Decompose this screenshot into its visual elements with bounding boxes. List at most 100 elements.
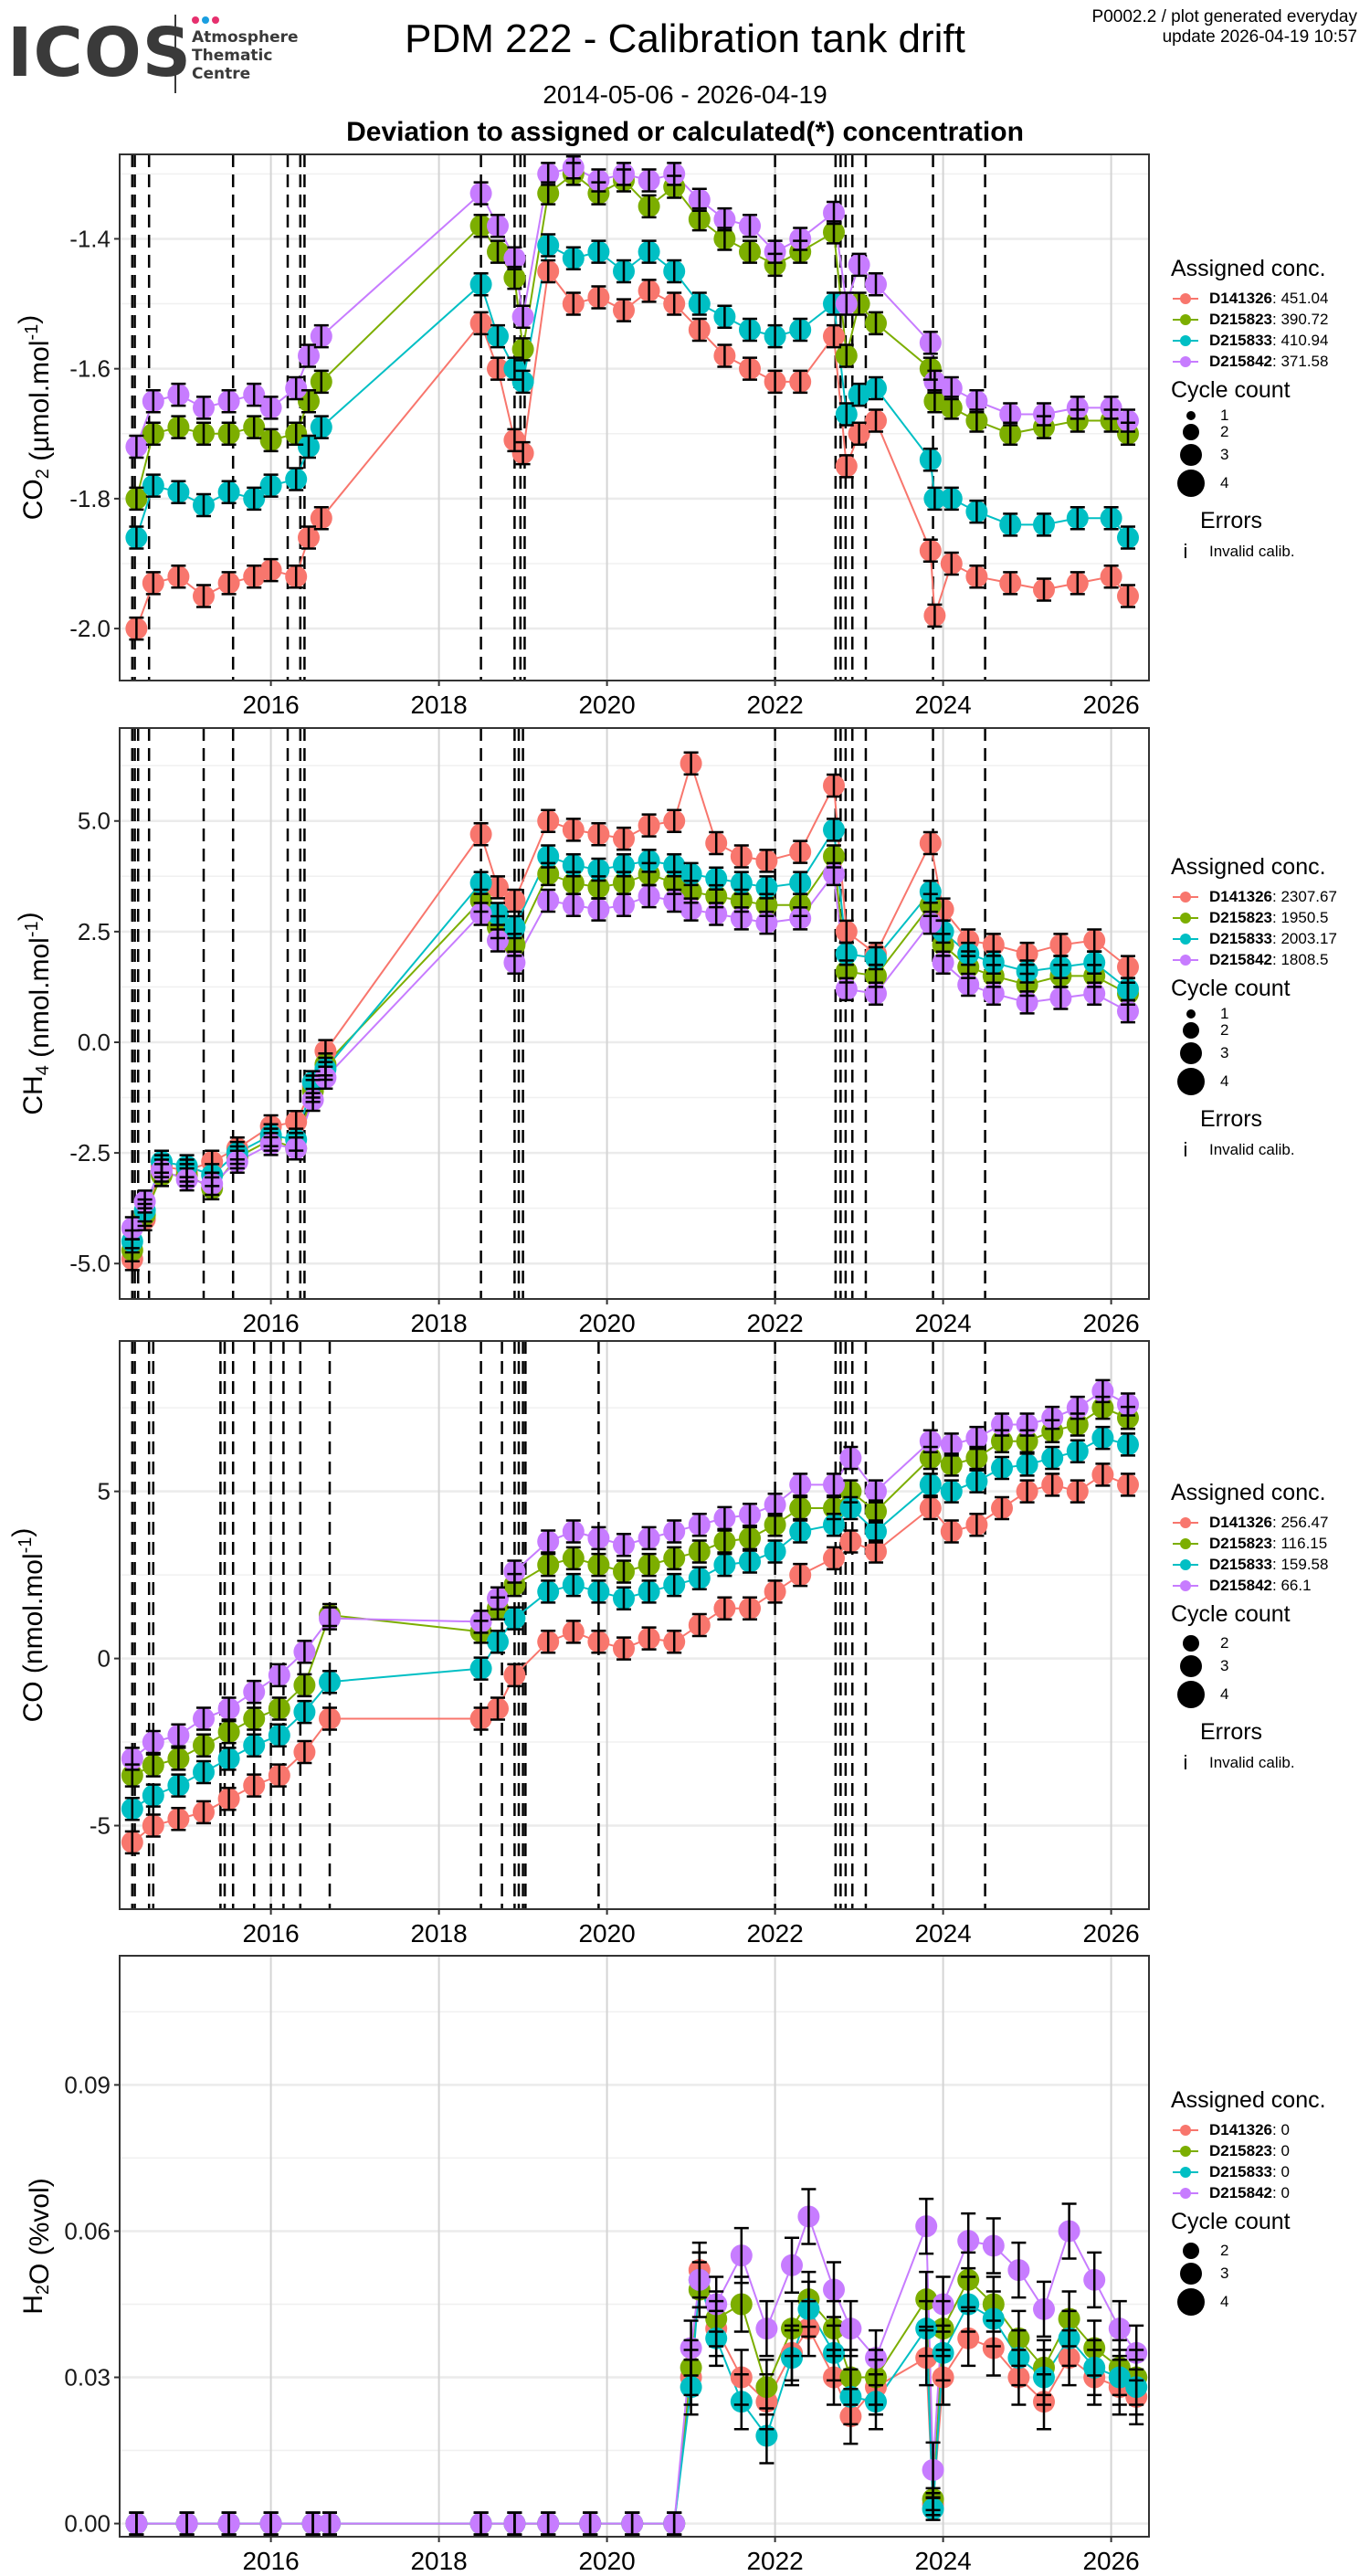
legend-item: D141326: 451.04 bbox=[1171, 288, 1367, 309]
error-bar bbox=[919, 2299, 934, 2358]
error-bar bbox=[565, 1546, 581, 1571]
y-tick-label: 0.09 bbox=[64, 2071, 111, 2098]
error-bar bbox=[263, 428, 279, 453]
date-range: 2014-05-06 - 2026-04-19 bbox=[543, 80, 827, 109]
error-bar bbox=[683, 2319, 699, 2377]
error-bar bbox=[667, 852, 682, 878]
error-bar bbox=[247, 382, 262, 407]
error-bar bbox=[1037, 402, 1051, 427]
error-bar bbox=[767, 323, 783, 349]
y-axis-label-part: (nmol.mol bbox=[25, 937, 55, 1065]
error-bar bbox=[985, 2217, 1001, 2275]
cycle-count-item: 3 bbox=[1171, 1653, 1367, 1679]
error-bar bbox=[271, 1663, 287, 1688]
cycle-size-icon bbox=[1171, 2243, 1211, 2259]
legend-key-icon bbox=[1171, 951, 1200, 969]
y-axis-label-part: CO bbox=[18, 479, 48, 520]
error-bar bbox=[196, 421, 211, 447]
error-bar bbox=[641, 1579, 657, 1604]
error-bar bbox=[1103, 396, 1119, 420]
panel-co: -5 0 5 2016 2018 2020 2022 2024 2026 CO (nmol.mol… bbox=[7, 1340, 1150, 1948]
y-axis-label-part: CH bbox=[18, 1075, 48, 1114]
y-tick-label: -1.4 bbox=[69, 225, 111, 252]
error-bar bbox=[196, 396, 211, 420]
error-bar bbox=[1095, 1462, 1111, 1487]
error-bar bbox=[616, 162, 631, 186]
error-bar bbox=[171, 1806, 186, 1832]
cycle-count-label: 2 bbox=[1220, 423, 1229, 440]
error-bar bbox=[263, 2511, 279, 2536]
legend-assigned-value: : 116.15 bbox=[1272, 1534, 1328, 1552]
legend-series-id: D215833 bbox=[1209, 2162, 1273, 2180]
cycle-count-label: 4 bbox=[1220, 1685, 1229, 1703]
error-bar bbox=[851, 382, 867, 407]
error-bar bbox=[717, 206, 732, 232]
error-bar bbox=[591, 285, 606, 310]
error-bar bbox=[507, 2511, 522, 2536]
y-axis-label: H2O (%vol) bbox=[18, 2178, 55, 2314]
error-bar bbox=[827, 1473, 841, 1497]
error-bar bbox=[691, 2251, 707, 2309]
cycle-size-icon bbox=[1171, 1635, 1211, 1652]
cycle-size-icon bbox=[1171, 1022, 1211, 1039]
y-tick-label: -5 bbox=[90, 1812, 111, 1840]
error-bar bbox=[767, 1539, 783, 1564]
error-bar bbox=[221, 571, 237, 596]
error-bar bbox=[743, 356, 757, 381]
error-bar bbox=[507, 1663, 522, 1688]
error-bar bbox=[565, 246, 581, 271]
legend-key-icon bbox=[1171, 311, 1200, 329]
legend-key-icon bbox=[1171, 2121, 1200, 2139]
cycle-count-label: 1 bbox=[1220, 1005, 1229, 1022]
error-bar bbox=[869, 271, 883, 297]
error-bar bbox=[759, 910, 775, 935]
legend-series-id: D215823 bbox=[1209, 908, 1273, 926]
error-bar bbox=[641, 194, 657, 219]
error-bar bbox=[616, 826, 631, 851]
error-bar bbox=[869, 375, 883, 401]
error-bar bbox=[869, 2328, 883, 2387]
error-bar bbox=[297, 1739, 312, 1765]
error-bar bbox=[515, 440, 531, 466]
error-bar bbox=[289, 1136, 304, 1161]
error-bar bbox=[793, 317, 808, 343]
error-bar bbox=[541, 259, 556, 284]
legend-series-id: D215823 bbox=[1209, 2141, 1273, 2159]
error-bar bbox=[247, 1706, 262, 1731]
error-bar bbox=[591, 822, 606, 847]
error-bar bbox=[691, 187, 707, 213]
error-bar bbox=[759, 2407, 775, 2465]
legend-item: D215833: 0 bbox=[1171, 2161, 1367, 2182]
error-bar bbox=[843, 2299, 859, 2358]
error-bar bbox=[247, 1773, 262, 1798]
y-axis-label-part: ) bbox=[14, 912, 44, 921]
error-bar bbox=[305, 1087, 321, 1113]
cycle-count-item: 2 bbox=[1171, 1633, 1367, 1653]
cycle-size-icon bbox=[1171, 1681, 1211, 1708]
error-bar bbox=[922, 1495, 938, 1521]
error-bar bbox=[145, 1783, 161, 1808]
error-bar bbox=[943, 1479, 959, 1504]
chart-subtitle: Deviation to assigned or calculated(*) c… bbox=[346, 117, 1024, 147]
error-bar bbox=[717, 1596, 732, 1621]
legend-series-id: D141326 bbox=[1209, 289, 1273, 307]
error-bar bbox=[943, 375, 959, 401]
error-bar bbox=[196, 1733, 211, 1758]
error-bar bbox=[473, 311, 489, 336]
cycle-size-icon bbox=[1171, 424, 1211, 440]
errors-item-label: Invalid calib. bbox=[1209, 1754, 1295, 1771]
y-tick-label: 0.00 bbox=[64, 2510, 111, 2538]
logo-dots-icon bbox=[192, 16, 219, 26]
error-bar bbox=[869, 311, 883, 336]
legend-key-icon bbox=[1171, 2163, 1200, 2181]
cycle-size-icon bbox=[1171, 444, 1211, 466]
cycle-size-icon bbox=[1171, 1042, 1211, 1064]
error-bar bbox=[196, 1706, 211, 1731]
error-bar bbox=[995, 1495, 1009, 1521]
error-bar bbox=[1070, 571, 1085, 596]
y-axis-label-part: ) bbox=[25, 2178, 55, 2187]
error-bar bbox=[129, 2511, 144, 2536]
error-bar bbox=[985, 981, 1001, 1006]
error-bar bbox=[1121, 1473, 1135, 1497]
error-bar bbox=[565, 1519, 581, 1544]
